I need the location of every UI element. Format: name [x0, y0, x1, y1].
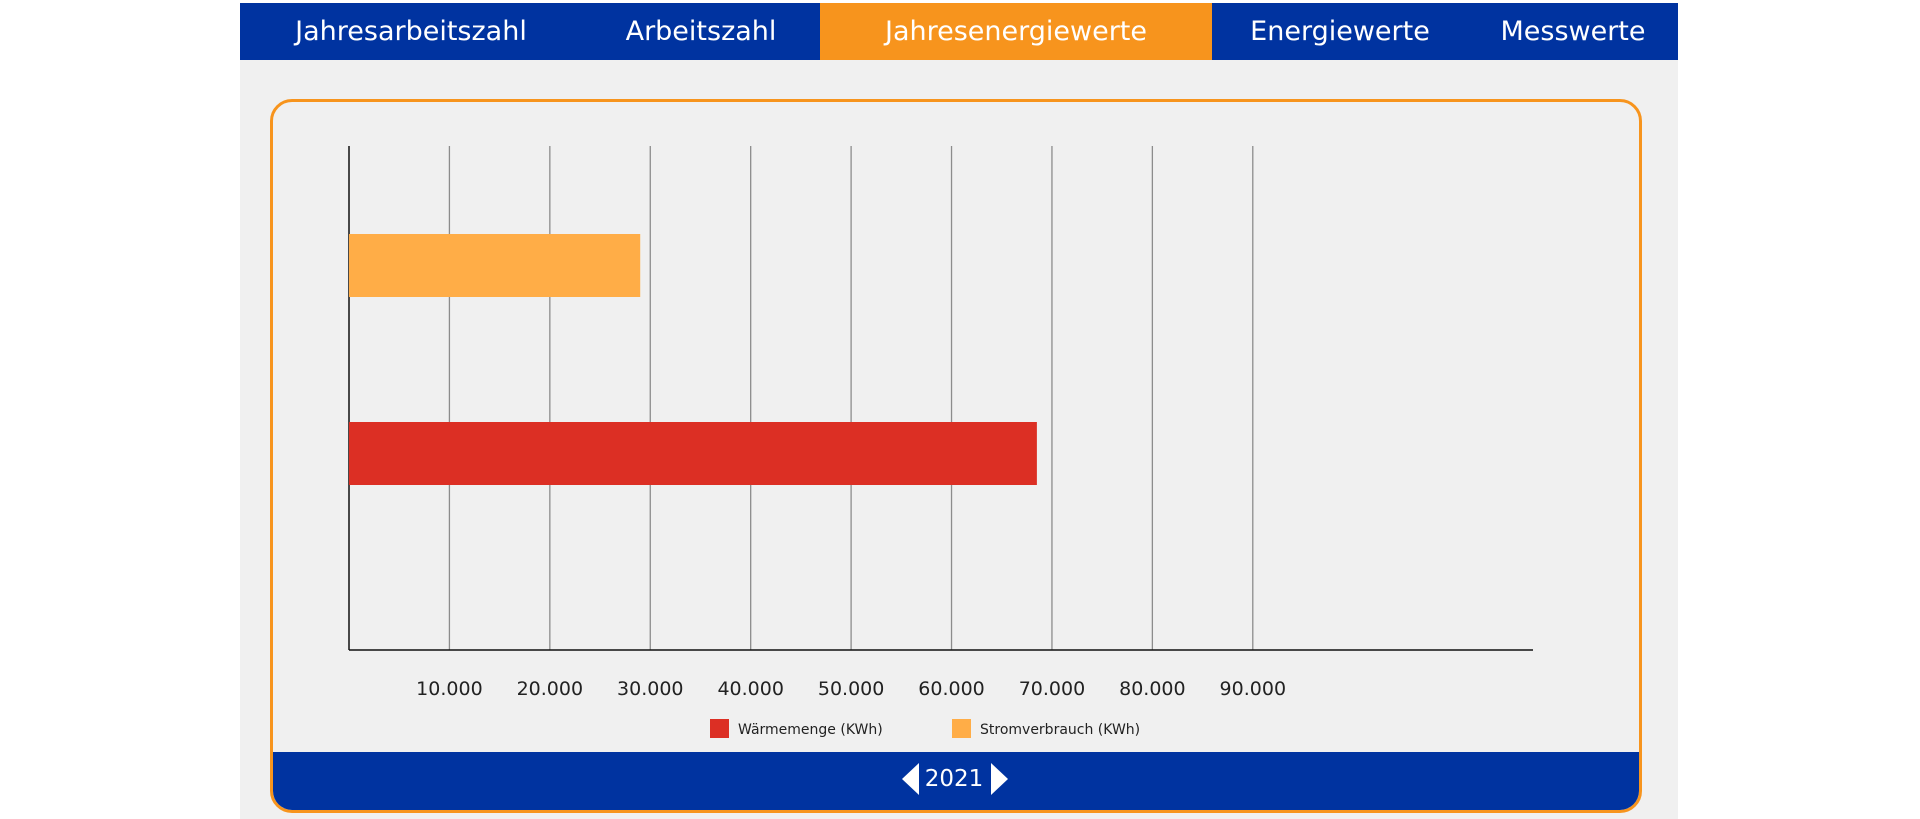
legend-swatch [952, 719, 971, 738]
tab-energiewerte[interactable]: Energiewerte [1250, 16, 1430, 47]
tab-bar: Jahresarbeitszahl Arbeitszahl Jahresenergi… [240, 3, 1678, 60]
legend-label: Stromverbrauch (KWh) [980, 722, 1140, 738]
tab-arbeitszahl[interactable]: Arbeitszahl [625, 16, 777, 47]
chevron-right-icon[interactable] [989, 762, 1009, 796]
legend-label: Wärmemenge (KWh) [738, 722, 883, 738]
x-tick-label: 50.000 [818, 678, 884, 700]
bar-stromverbrauch [349, 234, 641, 297]
x-tick-label: 40.000 [717, 678, 783, 700]
year-label: 2021 [924, 766, 984, 792]
chart-panel: 10.000 20.000 30.000 40.000 50.000 60.000 70.0… [270, 99, 1642, 813]
x-tick-label: 10.000 [416, 678, 482, 700]
energy-app: Jahresarbeitszahl Arbeitszahl Jahresenergi… [240, 3, 1678, 819]
x-tick-label: 30.000 [617, 678, 683, 700]
tab-jahresenergiewerte[interactable]: Jahresenergiewerte [820, 3, 1212, 60]
x-tick-label: 70.000 [1019, 678, 1085, 700]
energy-bar-chart: 10.000 20.000 30.000 40.000 50.000 60.000 70.0… [348, 146, 1533, 738]
tab-messwerte[interactable]: Messwerte [1500, 16, 1646, 47]
x-tick-label: 80.000 [1119, 678, 1185, 700]
x-tick-label: 20.000 [517, 678, 583, 700]
legend-swatch [710, 719, 729, 738]
x-tick-label: 90.000 [1220, 678, 1286, 700]
year-navigation: 2021 [273, 752, 1639, 810]
tab-jahresarbeitszahl[interactable]: Jahresarbeitszahl [295, 16, 527, 47]
bar-waermemenge [349, 422, 1037, 485]
x-tick-label: 60.000 [918, 678, 984, 700]
chevron-left-icon[interactable] [901, 762, 921, 796]
